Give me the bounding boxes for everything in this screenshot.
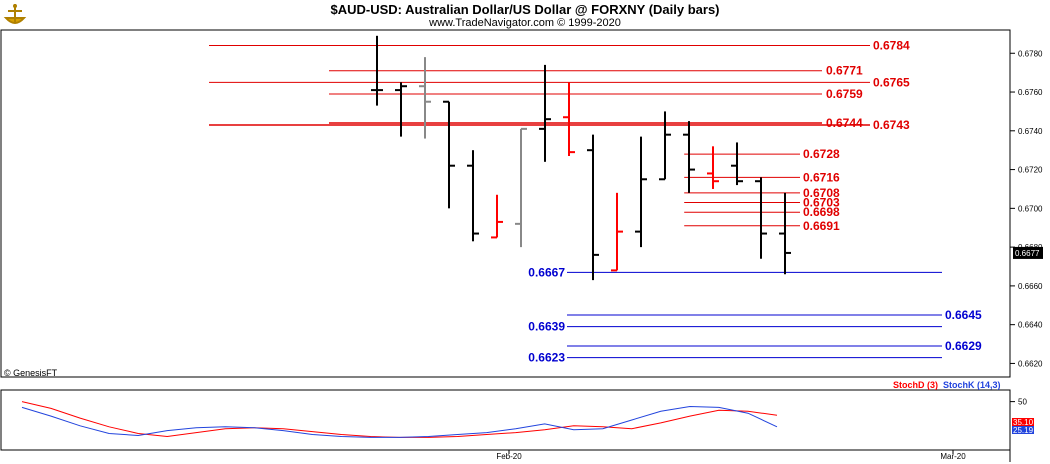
y-tick-label: 0.6640: [1018, 321, 1043, 330]
ohlc-bar: [467, 150, 479, 242]
stochk-value-label: 25.19: [1013, 426, 1034, 435]
x-tick-label: Mar-20: [940, 452, 966, 461]
support-label: 0.6645: [945, 308, 982, 322]
ohlc-bar: [611, 192, 623, 272]
support-label: 0.6639: [528, 320, 565, 334]
y-tick-label: 0.6700: [1018, 204, 1043, 213]
stochk-value-box: [1012, 426, 1034, 434]
resistance-label: 0.6703: [803, 196, 840, 210]
resistance-label: 0.6744: [826, 116, 863, 130]
resistance-label: 0.6708: [803, 186, 840, 200]
ohlc-bar: [395, 82, 407, 137]
stoch-line-k: [21, 405, 778, 438]
support-label: 0.6667: [528, 265, 565, 279]
resistance-label: 0.6771: [826, 64, 863, 78]
resistance-label: 0.6743: [873, 118, 910, 132]
last-price-label: 0.6677: [1015, 249, 1040, 258]
legend-stochd: StochD (3): [893, 380, 938, 390]
logo: [3, 4, 27, 24]
ohlc-bar: [491, 194, 503, 239]
support-label: 0.6629: [945, 339, 982, 353]
chart-title: $AUD-USD: Australian Dollar/US Dollar @ …: [330, 2, 720, 17]
y-tick-label: 0.6660: [1018, 282, 1043, 291]
y-tick-label: 0.6720: [1018, 166, 1043, 175]
support-label: 0.6623: [528, 351, 565, 365]
resistance-label: 0.6698: [803, 205, 840, 219]
ohlc-bar: [683, 121, 695, 193]
ohlc-bar: [371, 35, 383, 106]
stochastic-panel-border: [0, 389, 1011, 451]
y-tick-label: 0.6740: [1018, 127, 1043, 136]
copyright-text: © GenesisFT: [4, 368, 58, 378]
stochd-value-box: [1012, 418, 1034, 426]
x-tick-label: Feb-20: [496, 452, 522, 461]
ohlc-bar: [419, 57, 431, 139]
resistance-label: 0.6765: [873, 75, 910, 89]
ohlc-bar: [779, 192, 791, 275]
ohlc-bar: [443, 100, 455, 209]
stoch-y-tick-label: 50: [1018, 398, 1027, 407]
chart-subtitle: www.TradeNavigator.com © 1999-2020: [429, 17, 621, 29]
ohlc-bar: [563, 82, 575, 157]
ohlc-bar: [515, 127, 527, 248]
ohlc-bar: [755, 177, 767, 259]
y-tick-label: 0.6780: [1018, 49, 1043, 58]
stoch-line-d: [21, 401, 778, 438]
stochd-value-label: 35.10: [1013, 418, 1034, 427]
y-tick-label: 0.6620: [1018, 359, 1043, 368]
resistance-label: 0.6691: [803, 219, 840, 233]
resistance-label: 0.6784: [873, 39, 910, 53]
legend-stochk: StochK (14,3): [943, 380, 1001, 390]
y-tick-label: 0.6760: [1018, 88, 1043, 97]
ohlc-bar: [659, 111, 671, 181]
resistance-label: 0.6728: [803, 147, 840, 161]
ohlc-bar: [587, 134, 599, 281]
ohlc-bar: [635, 136, 647, 248]
ohlc-bar: [707, 146, 719, 189]
ohlc-bar: [731, 142, 743, 186]
ohlc-bar: [539, 64, 551, 162]
resistance-label: 0.6716: [803, 170, 840, 184]
resistance-label: 0.6759: [826, 87, 863, 101]
price-panel-border: [0, 29, 1011, 378]
last-price-box: [1013, 246, 1043, 259]
